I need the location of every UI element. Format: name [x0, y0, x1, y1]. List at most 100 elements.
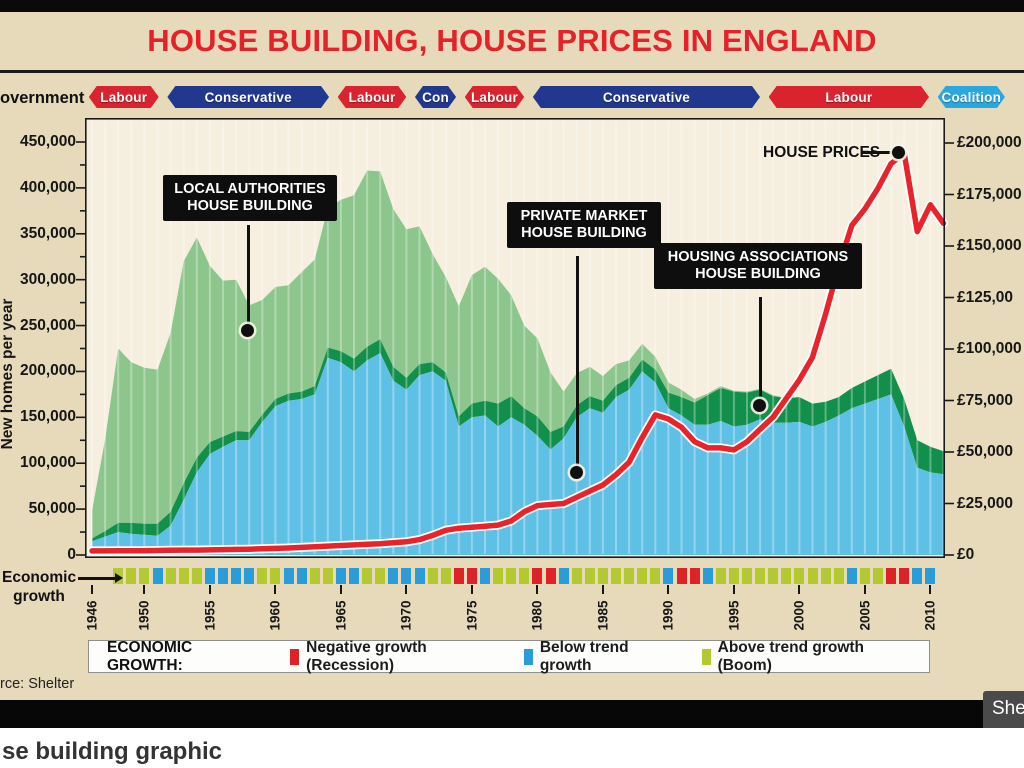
- economic-growth-square-boom: [191, 568, 202, 584]
- year-text: 1980: [529, 599, 545, 631]
- economic-growth-square-below: [663, 568, 674, 584]
- economic-growth-square-boom: [165, 568, 176, 584]
- government-chip-conservative: Conservative: [533, 86, 760, 108]
- x-axis-year-label: 1975: [449, 594, 495, 636]
- economic-growth-square-boom: [440, 568, 451, 584]
- economic-growth-square-boom: [309, 568, 320, 584]
- legend-item-label: Below trend growth: [539, 638, 629, 674]
- x-axis-year-label: 1990: [645, 594, 691, 636]
- top-letterbox-bar: [0, 0, 1024, 12]
- economic-growth-square-below: [558, 568, 569, 584]
- economic-growth-strip: [85, 568, 945, 584]
- economic-growth-square-boom: [178, 568, 189, 584]
- economic-growth-square-boom: [768, 568, 779, 584]
- economic-growth-square-boom: [820, 568, 831, 584]
- plot-frame: [85, 118, 946, 558]
- x-axis-tick: [798, 585, 801, 594]
- economic-growth-square-boom: [597, 568, 608, 584]
- legend-items: Negative growth (Recession) Below trend g…: [290, 639, 929, 675]
- economic-growth-square-boom: [257, 568, 268, 584]
- economic-growth-square-below: [702, 568, 713, 584]
- right-axis-tick-label: £125,00: [957, 288, 1014, 306]
- economic-growth-label: Economic growth: [2, 569, 77, 605]
- x-axis-year-label: 1960: [252, 594, 298, 636]
- government-chip-conservative: Conservative: [167, 86, 329, 108]
- legend-item-label: Above trend growth (Boom): [717, 638, 865, 674]
- x-axis-tick: [143, 585, 146, 594]
- callout-dot-private-market: [570, 466, 583, 479]
- economic-growth-square-boom: [755, 568, 766, 584]
- economic-growth-square-boom: [650, 568, 661, 584]
- economic-growth-square-boom: [126, 568, 137, 584]
- year-text: 2000: [791, 599, 807, 631]
- callout-private-market: PRIVATE MARKET HOUSE BUILDING: [507, 202, 661, 249]
- x-axis-year-label: 2000: [776, 594, 822, 636]
- government-chip-labour: Labour: [465, 86, 525, 108]
- legend-title: ECONOMIC GROWTH:: [107, 638, 193, 674]
- legend-swatch-icon: [701, 648, 711, 665]
- economic-growth-square-boom: [506, 568, 517, 584]
- area-local-authorities: [92, 170, 944, 539]
- government-chip-labour: Labour: [769, 86, 929, 108]
- economic-growth-square-below: [152, 568, 163, 584]
- article-caption: se building graphic: [2, 738, 223, 765]
- economic-growth-square-boom: [742, 568, 752, 584]
- economic-growth-square-below: [414, 568, 425, 584]
- x-axis-tick: [470, 585, 473, 594]
- legend-swatch-icon: [523, 648, 533, 665]
- legend-item: Below trend growth: [523, 638, 658, 675]
- house-building-chart: [76, 118, 954, 558]
- economic-growth-square-boom: [139, 568, 150, 584]
- economic-growth-square-boom: [571, 568, 582, 584]
- economic-growth-square-below: [925, 568, 936, 584]
- economic-growth-square-recession: [689, 568, 700, 584]
- right-axis-tick-label: £100,000: [957, 340, 1022, 357]
- economic-growth-square-below: [349, 568, 359, 584]
- economic-growth-square-below: [912, 568, 923, 584]
- economic-growth-square-boom: [807, 568, 818, 584]
- government-axis-label: overnment: [0, 89, 85, 107]
- x-axis-tick: [536, 585, 539, 594]
- economic-growth-square-boom: [833, 568, 844, 584]
- economic-growth-square-recession: [532, 568, 543, 584]
- economic-growth-square-recession: [676, 568, 687, 584]
- x-axis-tick: [274, 585, 277, 594]
- economic-growth-square-boom: [270, 568, 281, 584]
- economic-growth-square-boom: [728, 568, 739, 584]
- left-axis-tick-label: 0: [67, 546, 76, 563]
- economic-growth-square-boom: [715, 568, 726, 584]
- legend-item-label: Negative growth (Recession): [306, 638, 427, 674]
- economic-growth-square-below: [480, 568, 490, 584]
- economic-growth-square-boom: [859, 568, 870, 584]
- legend: ECONOMIC GROWTH: Negative growth (Recess…: [88, 638, 930, 675]
- x-axis-tick: [405, 585, 408, 594]
- economic-growth-square-boom: [873, 568, 883, 584]
- economic-growth-square-below: [218, 568, 228, 584]
- house-prices-line: [89, 150, 947, 554]
- year-text: 1985: [595, 599, 611, 631]
- page-title: HOUSE BUILDING, HOUSE PRICES IN ENGLAND: [147, 23, 877, 58]
- year-text: 1946: [84, 599, 100, 631]
- year-text: 1955: [202, 599, 218, 631]
- right-axis-tick-label: £150,000: [957, 237, 1022, 254]
- left-axis-tick-label: 300,000: [19, 270, 76, 288]
- economic-growth-square-boom: [519, 568, 530, 584]
- house-prices-connector: [862, 151, 892, 154]
- year-text: 1990: [660, 599, 676, 631]
- x-axis-tick: [339, 585, 342, 594]
- left-axis-tick-label: 150,000: [19, 408, 76, 426]
- economic-growth-square-recession: [545, 568, 556, 584]
- house-prices-dot: [892, 146, 905, 159]
- x-axis-year-label: 2010: [907, 594, 953, 636]
- left-axis-tick-label: 200,000: [19, 362, 76, 380]
- economic-growth-square-below: [846, 568, 857, 584]
- x-axis-year-label: 1965: [318, 594, 364, 636]
- legend-swatch-icon: [290, 648, 300, 665]
- x-axis-year-label: 2005: [842, 594, 888, 636]
- x-axis-year-label: 1950: [121, 594, 167, 636]
- year-text: 1965: [333, 599, 349, 631]
- government-chip-labour: Labour: [338, 86, 407, 108]
- economic-growth-square-boom: [584, 568, 595, 584]
- x-axis-year-label: 1970: [383, 594, 429, 636]
- economic-growth-square-boom: [493, 568, 504, 584]
